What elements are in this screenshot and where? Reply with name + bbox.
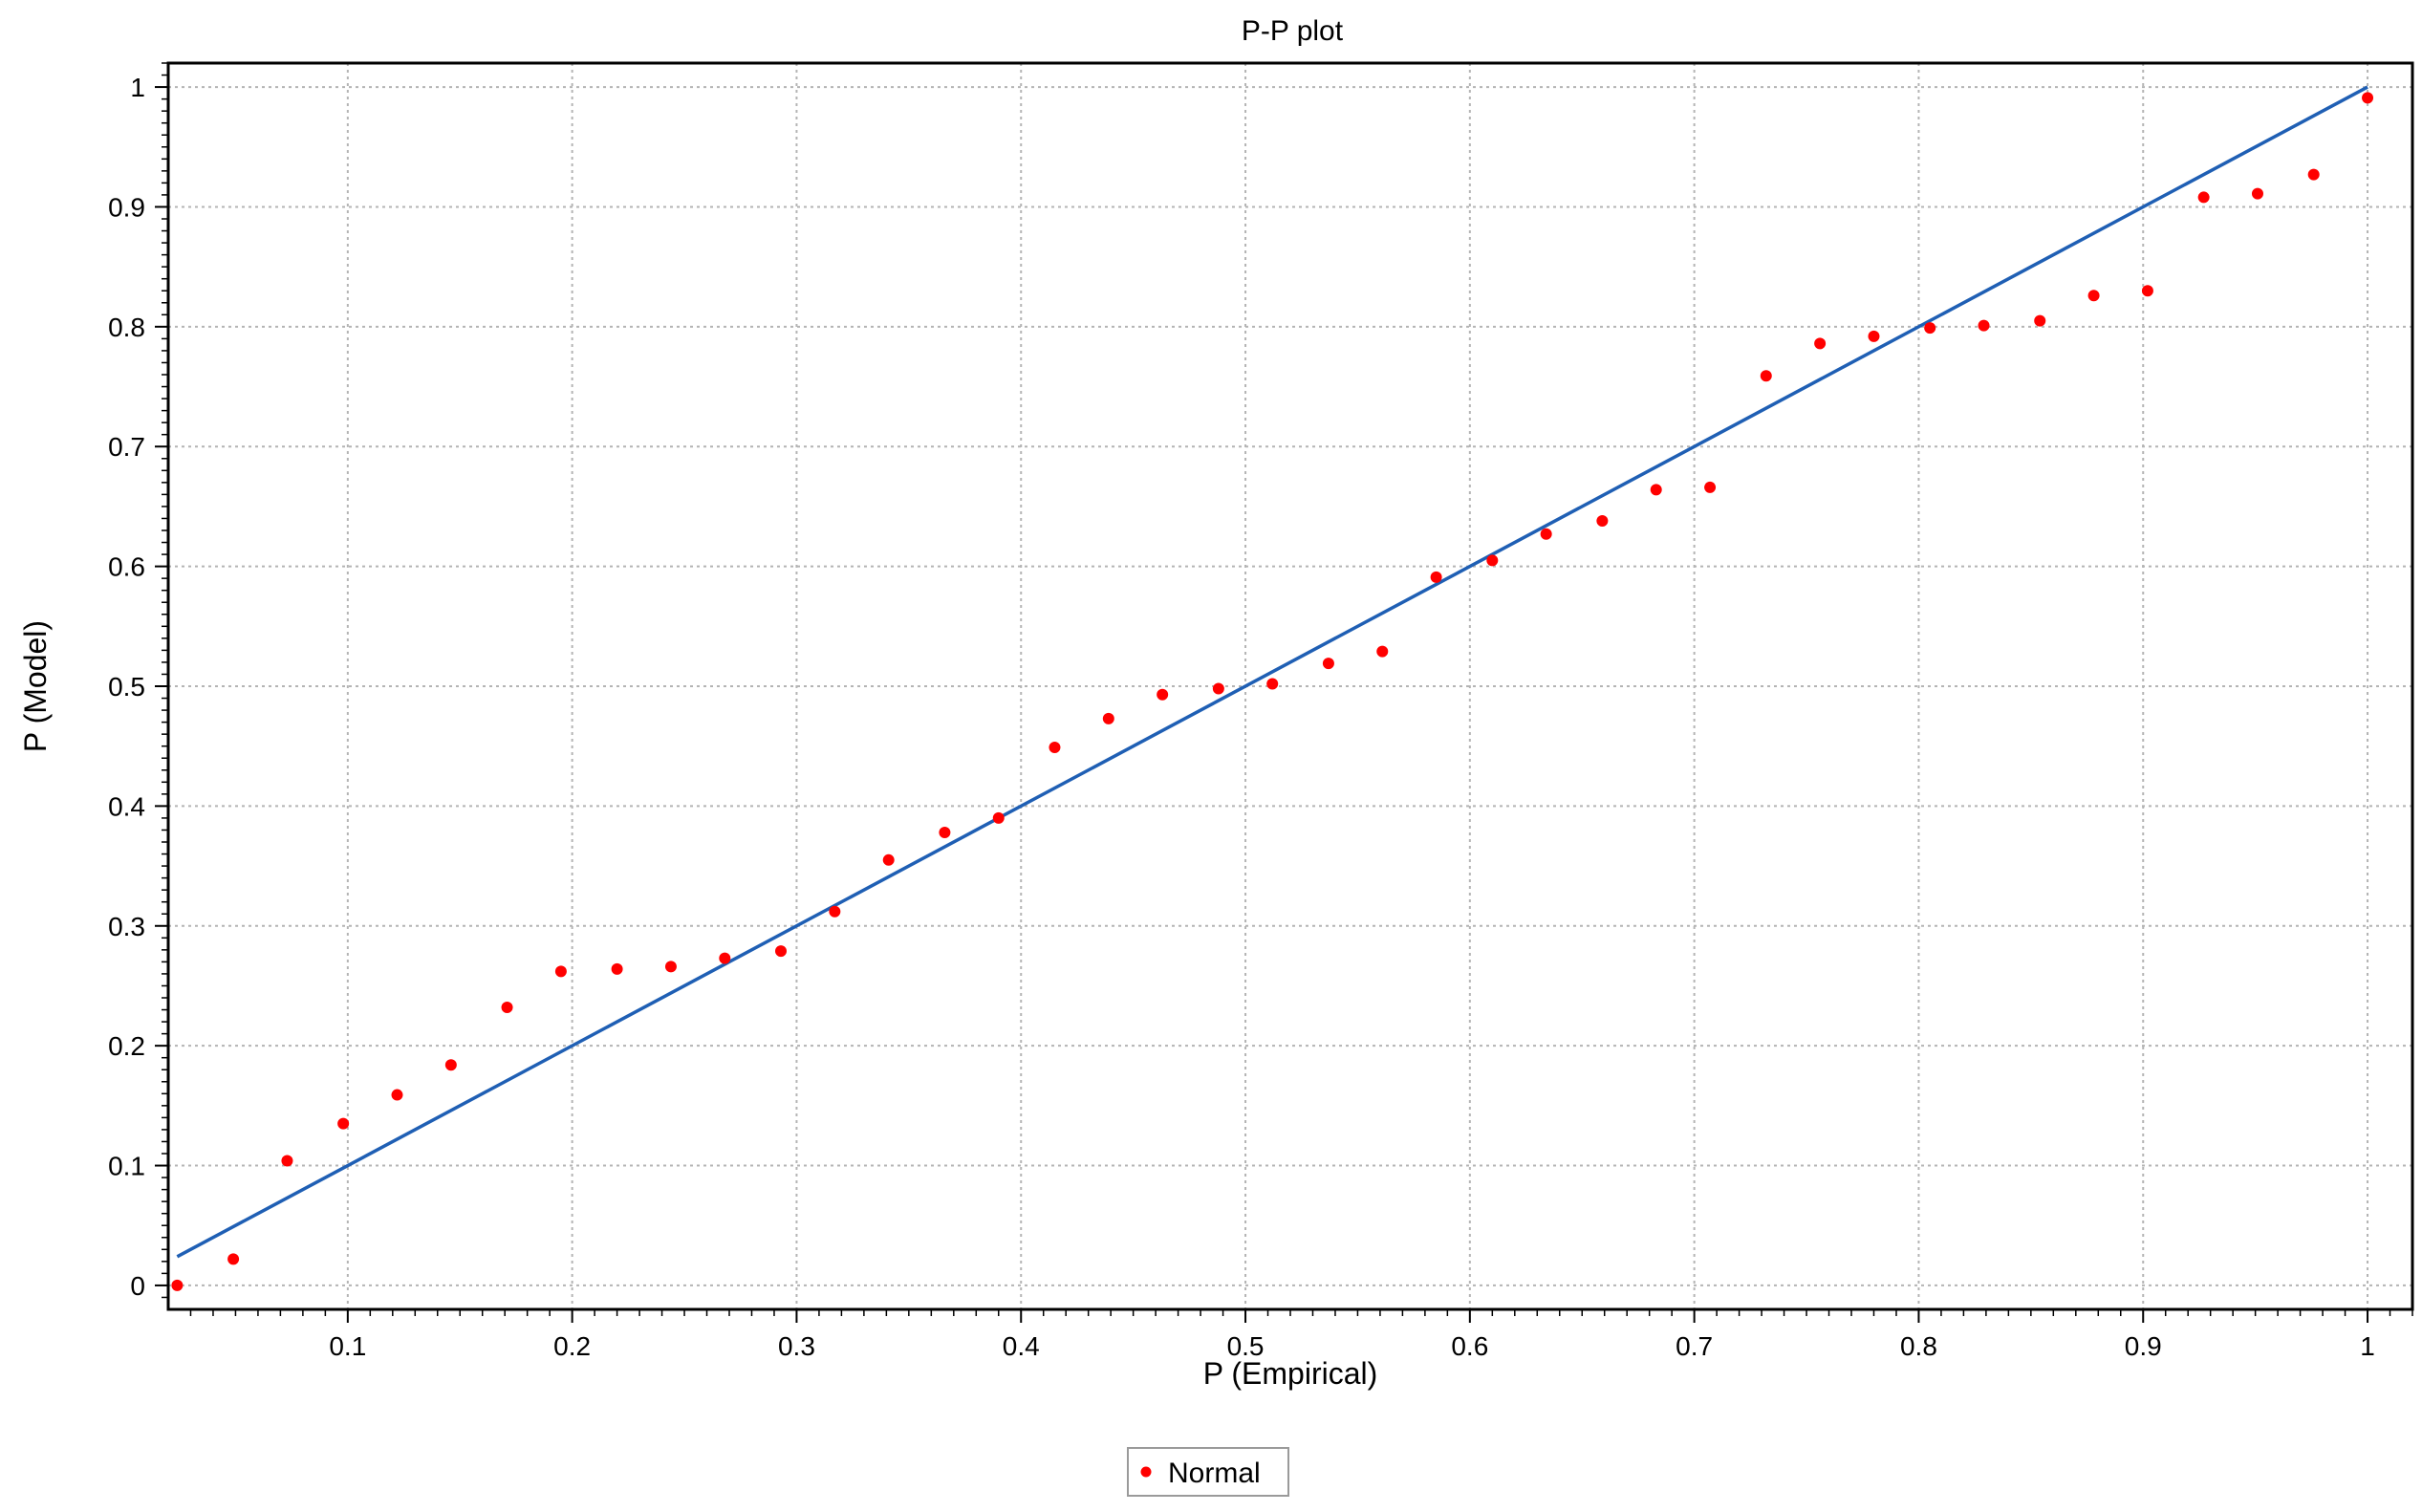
axes: 0.1 0.2 0.3 0.4 0.5 0.6 0.7 0.8 0.9 1 0 0.1 0.2 0.3 0.… (108, 62, 2413, 1361)
chart-title: P-P plot (1242, 15, 1344, 47)
x-tick-label: 0.1 (329, 1331, 366, 1361)
legend-label-normal: Normal (1168, 1458, 1261, 1489)
data-point (829, 905, 841, 918)
data-point (337, 1117, 350, 1130)
y-axis-label: P (Model) (18, 620, 53, 752)
x-tick-label: 1 (2360, 1331, 2375, 1361)
data-point (939, 826, 951, 838)
data-point (1868, 330, 1880, 342)
data-point (882, 853, 895, 866)
data-point (2307, 168, 2320, 181)
data-point (2362, 92, 2374, 104)
x-tick-label: 0.6 (1451, 1331, 1488, 1361)
data-point (1322, 658, 1334, 670)
x-axis-label: P (Empirical) (1203, 1356, 1378, 1391)
y-tick-label: 0.7 (108, 432, 145, 462)
data-point (1978, 319, 1990, 332)
data-point (664, 961, 677, 973)
data-point (1157, 688, 1169, 701)
data-point (719, 952, 731, 964)
reference-line (176, 85, 2368, 1259)
y-tick-label: 0.6 (108, 552, 145, 582)
data-point (2034, 314, 2046, 327)
data-point (2251, 187, 2263, 200)
legend-box (1127, 1447, 1289, 1497)
data-point (171, 1279, 184, 1291)
y-tick-label: 0.8 (108, 313, 145, 342)
data-point (1596, 514, 1609, 527)
data-point (1102, 712, 1114, 724)
y-tick-label: 1 (130, 73, 145, 102)
data-point (227, 1253, 240, 1265)
data-point (281, 1155, 293, 1167)
data-point (1376, 645, 1389, 658)
data-point (992, 811, 1005, 824)
x-tick-label: 0.9 (2125, 1331, 2162, 1361)
y-tick-label: 0.9 (108, 192, 145, 222)
data-point (611, 962, 623, 975)
reference-line-layer (176, 85, 2368, 1259)
y-tick-label: 0.3 (108, 912, 145, 941)
data-points-layer (171, 92, 2374, 1291)
data-point (775, 945, 788, 958)
x-tick-label: 0.8 (1900, 1331, 1937, 1361)
data-point (501, 1002, 513, 1014)
data-point (1924, 322, 1936, 335)
data-point (391, 1089, 403, 1101)
data-point (1266, 678, 1279, 690)
y-tick-label: 0.4 (108, 791, 145, 821)
legend-marker-normal (1140, 1466, 1152, 1478)
data-point (2087, 290, 2100, 302)
data-point (2197, 191, 2210, 204)
y-tick-label: 0.5 (108, 672, 145, 702)
data-point (444, 1059, 457, 1071)
data-point (1540, 528, 1552, 540)
data-point (2141, 285, 2153, 297)
data-point (1430, 571, 1442, 583)
data-point (1760, 370, 1772, 382)
data-point (1212, 682, 1224, 695)
grid (168, 63, 2412, 1309)
data-point (1814, 337, 1827, 350)
data-point (1704, 481, 1717, 493)
x-tick-label: 0.7 (1676, 1331, 1713, 1361)
x-tick-label: 0.5 (1227, 1331, 1265, 1361)
y-tick-label: 0.2 (108, 1031, 145, 1061)
data-point (1486, 554, 1499, 567)
legend: Normal (1127, 1447, 1289, 1497)
y-tick-label: 0.1 (108, 1152, 145, 1181)
y-tick-label: 0 (130, 1271, 145, 1301)
x-tick-label: 0.2 (553, 1331, 591, 1361)
data-point (554, 965, 567, 978)
x-tick-label: 0.3 (778, 1331, 815, 1361)
x-tick-label: 0.4 (1003, 1331, 1040, 1361)
data-point (1049, 741, 1061, 753)
data-point (1650, 484, 1662, 496)
